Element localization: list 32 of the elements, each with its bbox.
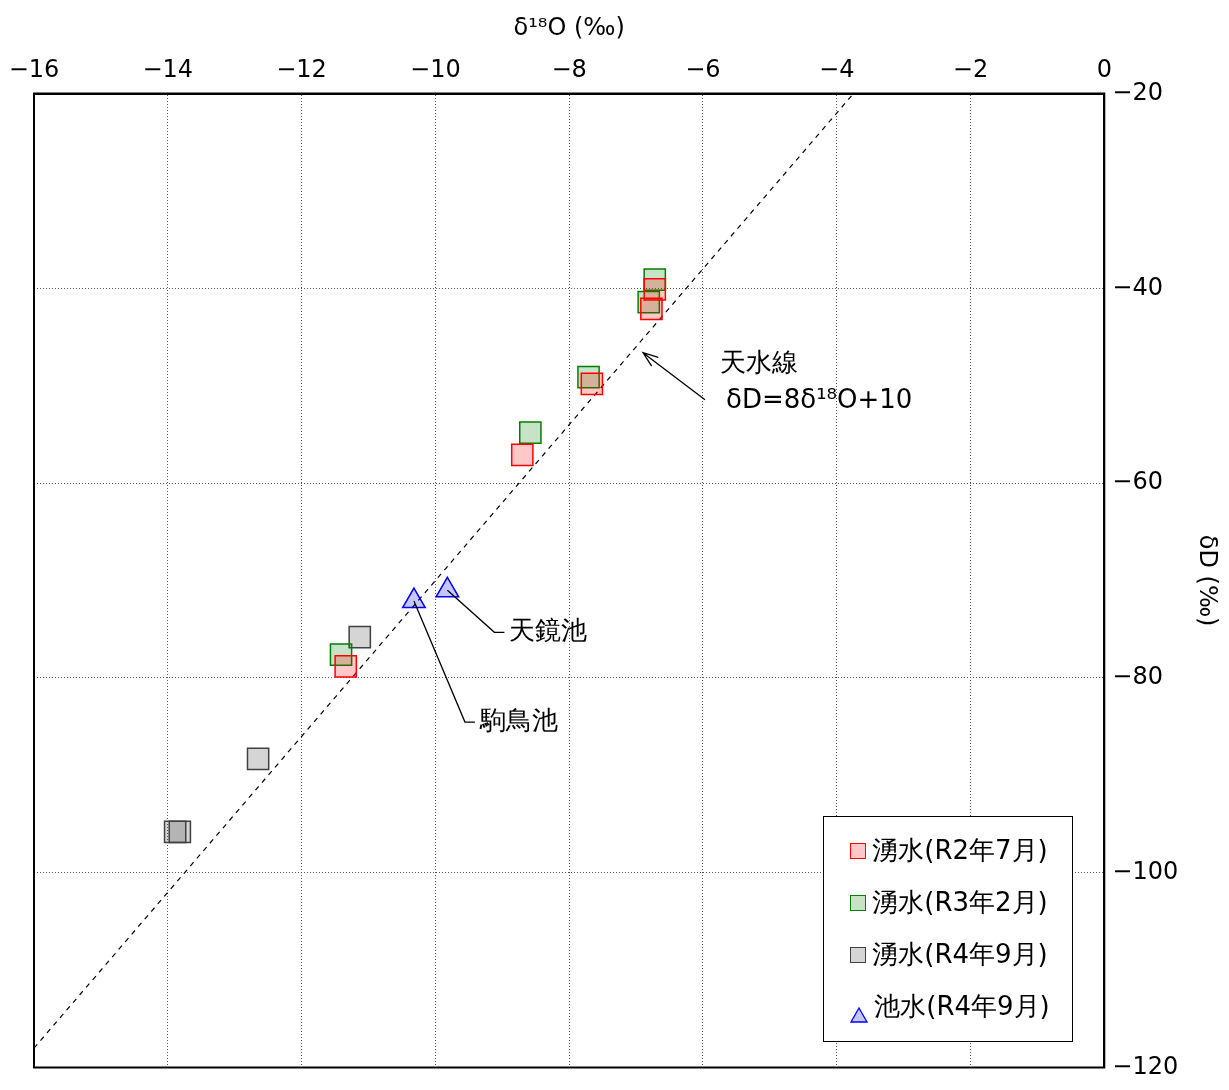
x-tick-label: −6 xyxy=(685,55,721,84)
annotation: 駒鳥池 xyxy=(478,704,558,735)
x-tick-label: 0 xyxy=(1096,55,1112,84)
y-tick-label: −20 xyxy=(1112,77,1163,106)
y-axis-title: δD (‰) xyxy=(1194,534,1223,627)
x-tick-label: −16 xyxy=(8,55,60,84)
point xyxy=(510,443,534,467)
point xyxy=(640,297,663,321)
legend-label: 池水(R4年9月) xyxy=(874,990,1050,1024)
x-tick-label: −12 xyxy=(276,55,327,84)
legend-label: 湧水(R2年7月) xyxy=(872,834,1048,868)
point xyxy=(348,625,372,649)
point xyxy=(246,747,270,771)
x-axis-title: δ¹⁸O (‰) xyxy=(513,12,625,41)
point xyxy=(518,421,542,444)
legend-label: 湧水(R4年9月) xyxy=(872,938,1048,972)
point xyxy=(334,654,358,678)
x-tick-label: −10 xyxy=(410,55,461,84)
legend-label: 湧水(R3年2月) xyxy=(872,886,1048,920)
x-tick-label: −2 xyxy=(952,55,989,84)
y-tick-label: −40 xyxy=(1112,272,1163,301)
x-tick-label: −8 xyxy=(551,55,587,84)
point xyxy=(580,372,604,396)
annotation: 天鏡池 xyxy=(509,615,588,646)
x-tick-label: −4 xyxy=(819,55,855,84)
y-tick-label: −80 xyxy=(1112,662,1163,691)
y-tick-label: −120 xyxy=(1112,1051,1179,1080)
point xyxy=(168,820,192,844)
x-tick-label: −14 xyxy=(142,55,194,84)
annotation: 天水線 δD=8δ¹⁸O+10 xyxy=(719,347,913,415)
y-tick-label: −60 xyxy=(1112,467,1163,496)
y-tick-label: −100 xyxy=(1112,857,1179,886)
